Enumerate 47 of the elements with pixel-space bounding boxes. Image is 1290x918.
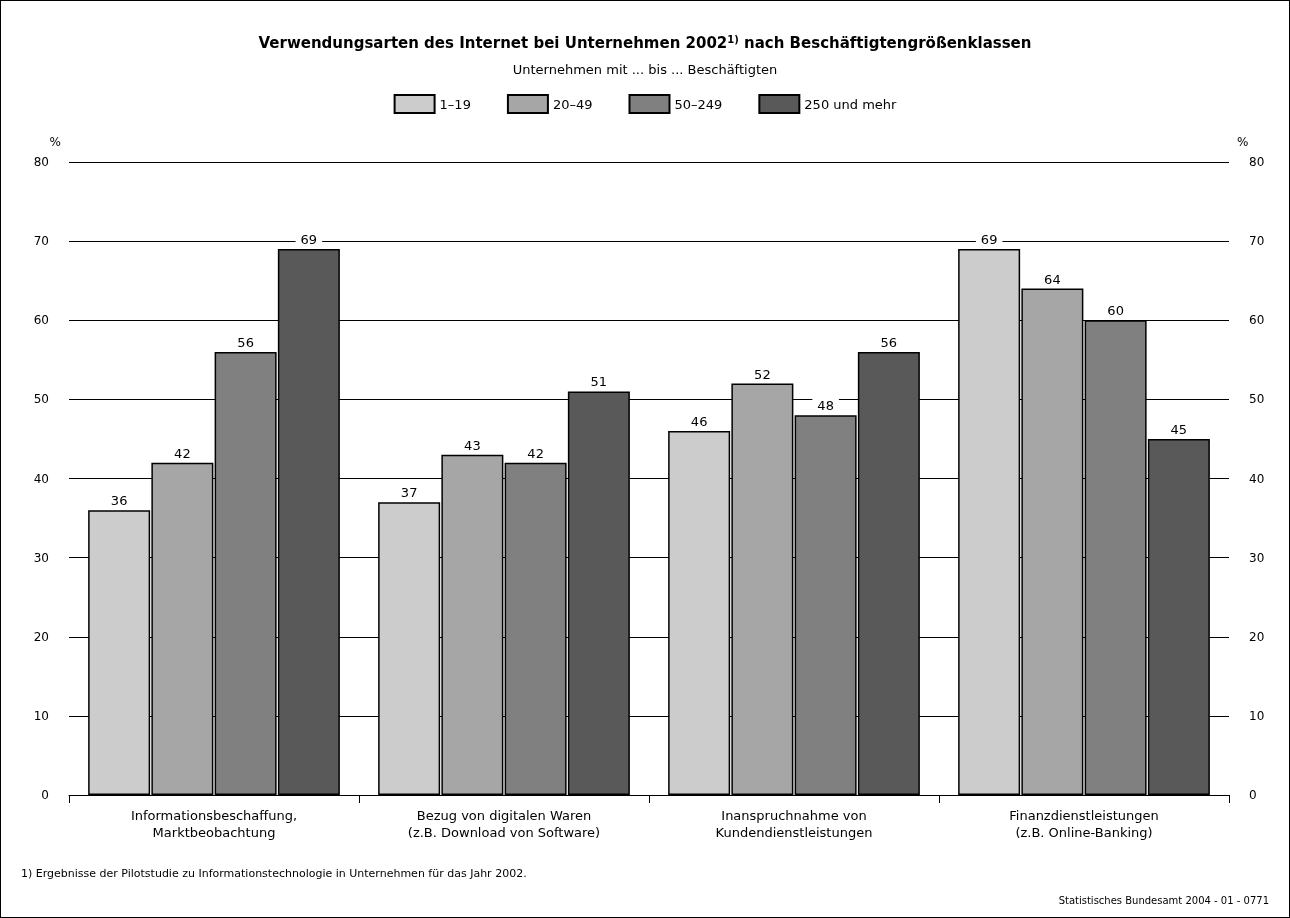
- y-tick-label: 20: [33, 629, 49, 644]
- y-tick-label: 40: [33, 471, 49, 486]
- y-tick-label: 50: [33, 392, 49, 407]
- y-tick-label: 30: [33, 550, 49, 565]
- legend-label: 1–19: [439, 96, 471, 112]
- y2-tick-label: 50: [1249, 392, 1265, 407]
- y2-tick-label: 40: [1249, 471, 1265, 486]
- x-tick-label: Finanzdienstleistungen (z.B. Online-Banking): [1009, 808, 1159, 840]
- y2-tick-label: 20: [1249, 629, 1265, 644]
- data-label: 69: [300, 232, 318, 248]
- y2-tick-label: 0: [1249, 788, 1257, 802]
- legend-label: 250 und mehr: [804, 96, 898, 112]
- data-label: 60: [1107, 303, 1124, 319]
- data-label: 42: [527, 445, 544, 461]
- data-label: 43: [464, 437, 481, 453]
- y2-tick-label: 70: [1249, 234, 1265, 249]
- data-label: 37: [400, 485, 418, 501]
- y2-tick-label: 80: [1249, 155, 1265, 169]
- y2-tick-label: 10: [1249, 708, 1265, 723]
- y-tick-label: 0: [41, 788, 49, 802]
- data-label: 48: [817, 398, 834, 414]
- text: Statistisches Bundesamt 2004 - 01 - 0771: [1058, 894, 1270, 906]
- legend-title: Unternehmen mit ... bis ... Beschäftigten: [512, 62, 778, 77]
- data-label: 36: [110, 493, 128, 509]
- y-tick-label: 60: [33, 313, 49, 328]
- x-tick-label: Inanspruchnahme von Kundendienstleistungen: [715, 808, 873, 840]
- x-tick-label: Bezug von digitalen Waren (z.B. Download von Software): [407, 808, 601, 840]
- y-tick-label: 80: [33, 155, 49, 169]
- y2-axis-title: %: [1237, 135, 1249, 149]
- data-label: 69: [980, 232, 998, 248]
- data-label: 45: [1170, 421, 1188, 437]
- data-label: 52: [754, 366, 771, 382]
- data-label: 46: [690, 414, 708, 430]
- data-label: 56: [880, 334, 898, 350]
- data-label: 51: [590, 374, 608, 390]
- data-label: 56: [237, 334, 254, 350]
- text: 1) Ergebnisse der Pilotstudie zu Informationstechnologie in Unternehmen für das Jahr 2002.: [21, 867, 527, 880]
- y-tick-label: 10: [33, 708, 49, 723]
- x-tick-label: Informationsbeschaffung, Marktbeobachtung: [130, 808, 298, 840]
- legend-label: 50–249: [674, 96, 723, 112]
- legend-label: 20–49: [552, 96, 593, 112]
- y2-tick-label: 60: [1249, 313, 1265, 328]
- y2-tick-label: 30: [1249, 550, 1265, 565]
- y-axis-title: %: [49, 135, 61, 149]
- data-label: 42: [174, 445, 191, 461]
- y-tick-label: 70: [33, 234, 49, 249]
- data-label: 64: [1044, 271, 1061, 287]
